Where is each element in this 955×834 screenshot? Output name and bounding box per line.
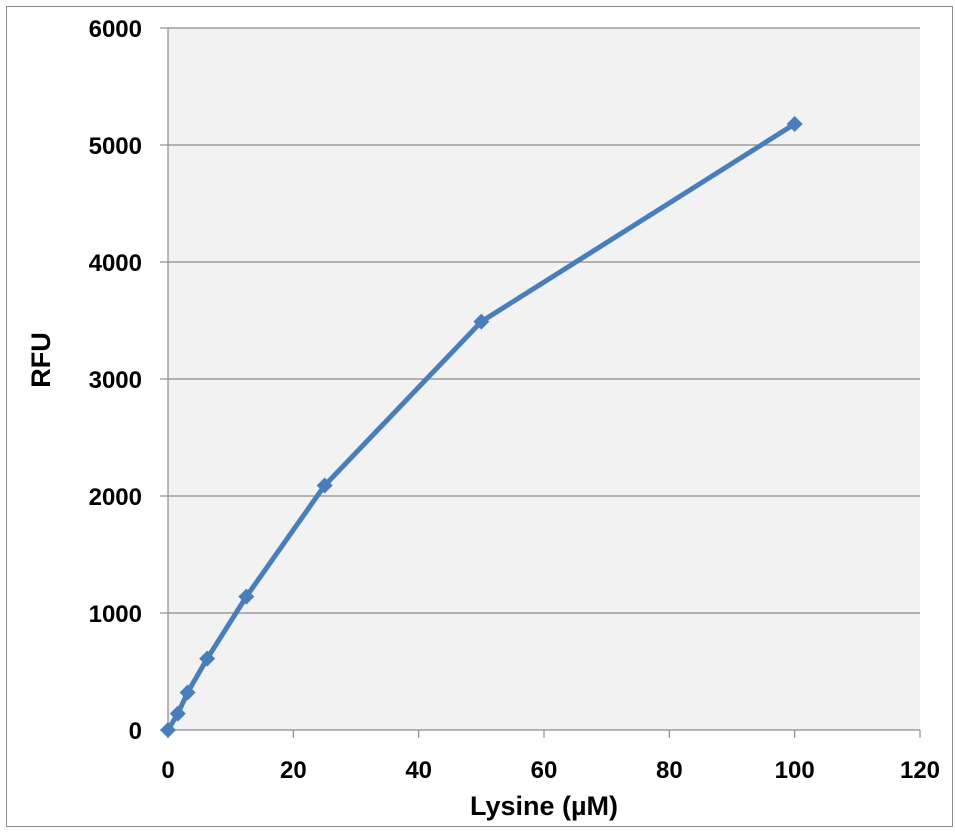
x-tick-labels: 0 20 40 60 80 100 120	[161, 757, 940, 784]
data-point-1	[169, 705, 186, 722]
gridlines	[160, 27, 920, 731]
y-tick-labels: 0 1000 2000 3000 4000 5000 6000	[89, 16, 142, 745]
data-point-3	[199, 650, 216, 667]
x-tick-label-40: 40	[405, 757, 432, 784]
data-point-2	[179, 684, 196, 701]
x-tick-label-80: 80	[656, 757, 683, 784]
y-tick-label-6000: 6000	[89, 16, 142, 43]
data-point-0	[160, 722, 176, 738]
y-tick-label-3000: 3000	[89, 367, 142, 394]
y-tick-label-1000: 1000	[89, 601, 142, 628]
x-axis-label: Lysine (µM)	[470, 791, 618, 821]
data-point-4	[238, 588, 255, 605]
data-point-5	[316, 477, 333, 494]
x-tick-label-0: 0	[161, 757, 174, 784]
x-tick-label-60: 60	[531, 757, 558, 784]
series-layer	[160, 115, 803, 738]
x-tick-label-120: 120	[900, 757, 940, 784]
data-point-7	[786, 115, 803, 132]
y-tick-label-2000: 2000	[89, 484, 142, 511]
y-tick-label-4000: 4000	[89, 250, 142, 277]
y-axis-label: RFU	[26, 332, 56, 388]
data-point-6	[473, 313, 490, 330]
y-tick-label-5000: 5000	[89, 133, 142, 160]
x-tick-label-100: 100	[775, 757, 815, 784]
y-tick-label-0: 0	[129, 718, 142, 745]
x-tick-label-20: 20	[280, 757, 307, 784]
